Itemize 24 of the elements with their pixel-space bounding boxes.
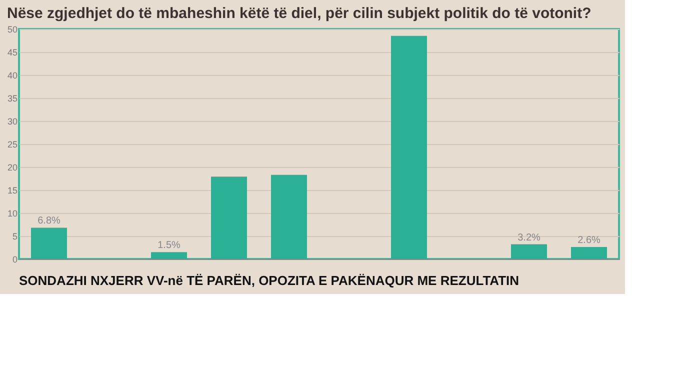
data-label: 3.2% (518, 232, 541, 244)
bar (511, 244, 547, 259)
bar (571, 247, 607, 259)
y-tick-label: 20 (7, 162, 18, 172)
data-label: 1.5% (158, 240, 181, 252)
data-label: 6.8% (38, 216, 61, 227)
y-tick-label: 25 (7, 140, 18, 150)
y-tick-label: 45 (7, 48, 18, 58)
y-tick-label: 35 (7, 94, 18, 104)
y-tick-label: 5 (12, 232, 18, 242)
data-label: 2.6% (578, 235, 601, 246)
bar (151, 252, 187, 259)
y-tick-label: 30 (7, 116, 18, 126)
bar (271, 174, 307, 259)
bar (391, 36, 427, 259)
y-tick-label: 15 (7, 186, 18, 196)
y-tick-label: 40 (7, 70, 18, 80)
y-tick-label: 10 (7, 208, 18, 218)
text: SONDAZHI NXJERR VV-në TË PARËN, OPOZITA E PAKËNAQUR ME REZULTATIN (19, 273, 520, 288)
bar (211, 176, 247, 259)
bar (31, 228, 67, 259)
y-tick-label: 0 (12, 254, 18, 264)
y-tick-label: 50 (7, 24, 18, 34)
chart-title: Nëse zgjedhjet do të mbaheshin këtë të diel, për cilin subjekt politik do të votonit? (6, 5, 592, 22)
